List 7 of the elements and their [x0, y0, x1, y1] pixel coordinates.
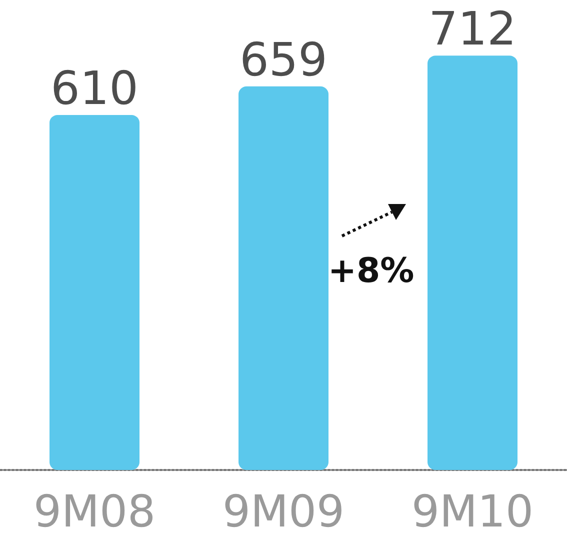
annotation: +8% — [328, 251, 414, 291]
data-label: 712 — [428, 2, 516, 56]
x-tick-label: 9M09 — [222, 486, 344, 538]
x-tick-label: 9M10 — [412, 486, 534, 538]
x-tick-label: 9M08 — [34, 486, 156, 538]
data-label: 610 — [50, 60, 138, 115]
data-label: 659 — [240, 32, 328, 86]
